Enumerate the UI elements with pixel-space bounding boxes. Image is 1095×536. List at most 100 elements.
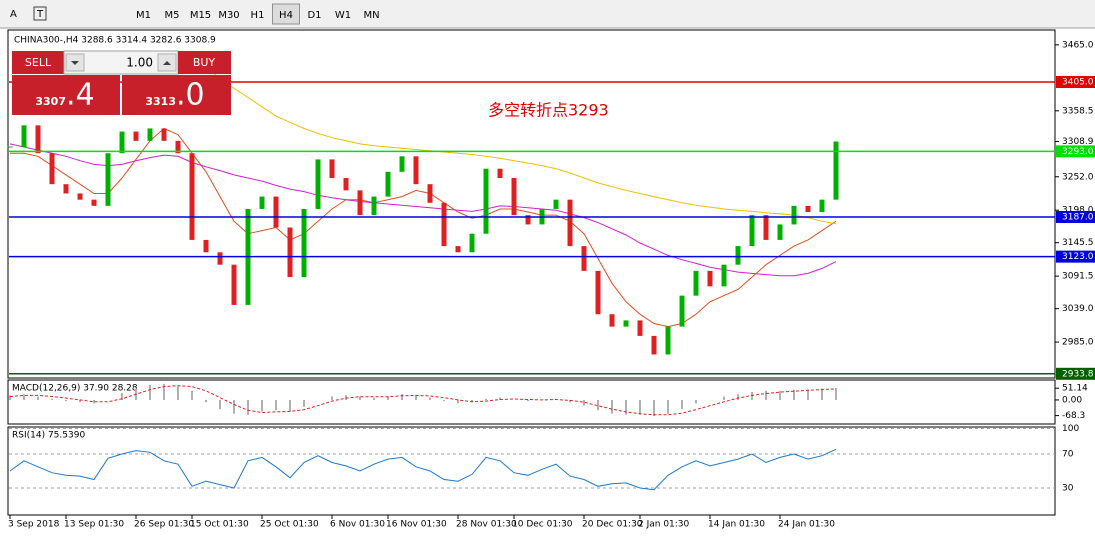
y-tick-label: 3039.0 xyxy=(1062,304,1094,314)
timeframe-button[interactable] xyxy=(358,4,385,24)
level-label: 3123.0 xyxy=(1062,252,1094,262)
candle xyxy=(175,140,181,154)
candle xyxy=(525,215,531,225)
candle xyxy=(441,202,447,247)
lot-up-arrow xyxy=(163,61,171,65)
timeframe-label[interactable]: M1 xyxy=(136,10,151,21)
candle xyxy=(231,264,237,305)
candle xyxy=(735,246,741,265)
rsi-tick-label: 100 xyxy=(1062,424,1079,434)
candle xyxy=(791,205,797,225)
timeframe-label[interactable]: D1 xyxy=(307,10,321,21)
macd-label: MACD(12,26,9) 37.90 28.28 xyxy=(12,384,138,394)
candle xyxy=(77,193,83,200)
timeframe-button[interactable] xyxy=(187,4,214,24)
level-label: 2933.8 xyxy=(1062,369,1094,379)
timeframe-button[interactable] xyxy=(215,4,243,24)
timeframe-label[interactable]: H1 xyxy=(251,10,265,21)
x-tick-label: 14 Jan 01:30 xyxy=(708,520,765,530)
sell-price-big[interactable]: .4 xyxy=(66,78,95,113)
level-label-box xyxy=(1056,76,1095,89)
candle xyxy=(119,131,125,154)
lot-value[interactable]: 1.00 xyxy=(126,56,153,70)
candle xyxy=(147,128,153,141)
text-tool[interactable]: A xyxy=(10,9,17,20)
timeframe-button[interactable] xyxy=(301,4,328,24)
candle xyxy=(567,199,573,247)
candle xyxy=(693,270,699,296)
rsi-tick-label: 30 xyxy=(1062,484,1074,494)
sell-price-box[interactable] xyxy=(12,75,120,115)
buy-label[interactable]: BUY xyxy=(193,56,216,69)
timeframe-button[interactable] xyxy=(158,4,186,24)
candle xyxy=(581,246,587,271)
symbol-title: CHINA300-,H4 3288.6 3314.4 3282.6 3308.9 xyxy=(14,36,216,46)
candle xyxy=(497,168,503,178)
candle xyxy=(189,153,195,240)
y-tick-label: 3091.5 xyxy=(1062,272,1094,282)
candle xyxy=(777,224,783,240)
candle xyxy=(665,326,671,355)
label-tool[interactable]: T xyxy=(36,9,44,20)
candle xyxy=(595,270,601,315)
y-tick-label: 3252.0 xyxy=(1062,172,1094,182)
candle xyxy=(21,125,27,148)
moving-average xyxy=(191,53,837,225)
level-label-box xyxy=(1056,250,1095,263)
buy-price-big[interactable]: .0 xyxy=(176,78,205,113)
timeframe-label[interactable]: W1 xyxy=(335,10,351,21)
candle xyxy=(385,171,391,197)
timeframe-label[interactable]: M5 xyxy=(165,10,180,21)
level-label: 3293.0 xyxy=(1062,147,1094,157)
sell-button[interactable] xyxy=(12,51,64,74)
level-label-box xyxy=(1056,145,1095,158)
candle xyxy=(273,196,279,228)
level-label-box xyxy=(1056,367,1095,380)
macd-panel xyxy=(7,379,1056,425)
rsi-label: RSI(14) 75.5390 xyxy=(12,431,85,441)
candle xyxy=(371,196,377,216)
candle xyxy=(49,153,55,185)
last-price-label: 3308.9 xyxy=(1062,137,1094,147)
y-tick-label: 3145.5 xyxy=(1062,238,1094,248)
timeframe-label[interactable]: M15 xyxy=(190,10,211,21)
rsi-tick-label: 70 xyxy=(1062,450,1074,460)
label-tool-box[interactable] xyxy=(33,6,47,21)
candle xyxy=(483,168,489,234)
candle xyxy=(133,131,139,141)
candle xyxy=(749,215,755,247)
candle xyxy=(553,199,559,209)
timeframe-button[interactable] xyxy=(329,4,357,24)
candle xyxy=(35,125,41,154)
buy-price-main[interactable]: 3313 xyxy=(145,95,176,108)
y-tick-label: 3198.0 xyxy=(1062,206,1094,216)
timeframe-button[interactable] xyxy=(244,4,271,24)
level-label: 3405.0 xyxy=(1062,78,1094,88)
buy-button[interactable] xyxy=(178,51,231,74)
moving-average xyxy=(9,143,837,277)
x-tick-label: 20 Dec 01:30 xyxy=(582,520,643,530)
candle xyxy=(469,233,475,253)
y-tick-label: 2985.0 xyxy=(1062,338,1094,348)
buy-price-box[interactable] xyxy=(122,75,231,115)
y-tick-label: 3358.5 xyxy=(1062,106,1094,116)
x-tick-label: 13 Sep 01:30 xyxy=(64,520,124,530)
candle xyxy=(259,196,265,209)
annotation: 多空转折点3293 xyxy=(488,101,609,120)
candle xyxy=(511,177,517,216)
x-tick-label: 6 Nov 01:30 xyxy=(330,520,385,530)
candle xyxy=(637,320,643,336)
sell-price-main[interactable]: 3307 xyxy=(35,95,66,108)
candle xyxy=(91,199,97,206)
rsi-line xyxy=(9,448,837,491)
x-tick-label: 15 Oct 01:30 xyxy=(190,520,249,530)
timeframe-label[interactable]: M30 xyxy=(218,10,239,21)
timeframe-label[interactable]: H4 xyxy=(279,10,293,21)
sell-label[interactable]: SELL xyxy=(25,56,52,69)
timeframe-button[interactable] xyxy=(272,3,300,25)
timeframe-button[interactable] xyxy=(130,4,157,24)
x-tick-label: 3 Sep 2018 xyxy=(8,520,60,530)
timeframe-label[interactable]: MN xyxy=(363,10,379,21)
candle xyxy=(63,184,69,194)
